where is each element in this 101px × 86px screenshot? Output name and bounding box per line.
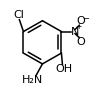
Text: OH: OH [55,64,73,74]
Text: −: − [82,14,89,23]
Text: O: O [76,37,85,47]
Text: O: O [76,16,85,26]
Text: +: + [76,22,82,31]
Text: Cl: Cl [13,10,24,20]
Text: N: N [71,26,79,37]
Text: H₂N: H₂N [22,75,43,85]
